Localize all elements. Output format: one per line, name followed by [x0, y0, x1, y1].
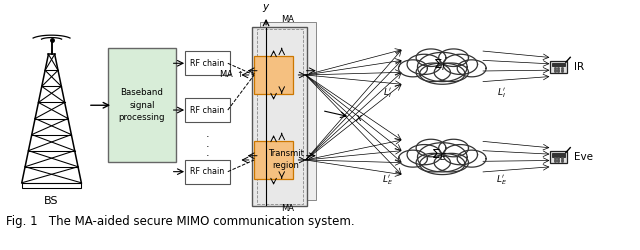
Polygon shape [416, 139, 446, 157]
Bar [254, 56, 293, 94]
Bar [550, 61, 567, 73]
Polygon shape [416, 63, 451, 82]
Text: RF chain: RF chain [190, 106, 225, 114]
Polygon shape [420, 63, 465, 84]
Text: MA: MA [281, 15, 294, 24]
Text: RF chain: RF chain [190, 59, 225, 68]
Polygon shape [438, 139, 468, 157]
Polygon shape [438, 49, 468, 66]
FancyBboxPatch shape [260, 22, 316, 201]
Polygon shape [417, 143, 467, 172]
FancyBboxPatch shape [184, 160, 230, 184]
Text: ·
·
·: · · · [206, 132, 209, 161]
Bar [550, 152, 567, 163]
Text: $x$: $x$ [355, 113, 364, 123]
Polygon shape [399, 150, 428, 167]
Polygon shape [444, 144, 477, 165]
Text: Fig. 1   The MA-aided secure MIMO communication system.: Fig. 1 The MA-aided secure MIMO communic… [6, 216, 355, 228]
Polygon shape [407, 144, 442, 165]
Text: $y$: $y$ [262, 2, 270, 14]
Text: $\Sigma_E$: $\Sigma_E$ [431, 148, 447, 163]
Text: $L_E^{\prime}$: $L_E^{\prime}$ [497, 174, 508, 188]
Text: $L_I^{\prime}$: $L_I^{\prime}$ [383, 87, 392, 100]
FancyBboxPatch shape [184, 98, 230, 122]
Polygon shape [457, 60, 486, 77]
Polygon shape [444, 54, 477, 74]
Bar [257, 28, 303, 204]
Polygon shape [420, 153, 465, 174]
Text: Baseband
signal
processing: Baseband signal processing [118, 88, 165, 122]
FancyBboxPatch shape [184, 51, 230, 75]
Bar [262, 137, 301, 174]
Text: Eve: Eve [574, 152, 593, 162]
Polygon shape [434, 153, 468, 172]
FancyBboxPatch shape [252, 27, 307, 206]
Polygon shape [434, 63, 468, 82]
Text: RF chain: RF chain [190, 167, 225, 176]
Polygon shape [457, 150, 486, 167]
Text: MA $\uparrow$: MA $\uparrow$ [219, 68, 243, 79]
Polygon shape [416, 153, 451, 172]
Polygon shape [416, 49, 446, 66]
Bar [552, 153, 564, 157]
Bar [22, 183, 81, 188]
Text: BS: BS [44, 196, 59, 206]
Polygon shape [417, 52, 467, 82]
Bar [552, 63, 564, 66]
Text: $L_E^{\prime}$: $L_E^{\prime}$ [382, 174, 393, 188]
Text: IR: IR [574, 62, 584, 72]
Bar [262, 52, 301, 89]
Polygon shape [399, 60, 428, 77]
Text: Transmit
region: Transmit region [268, 149, 303, 170]
Text: $L_I^{\prime}$: $L_I^{\prime}$ [497, 87, 507, 100]
Bar [254, 142, 293, 178]
FancyBboxPatch shape [108, 48, 176, 162]
Polygon shape [407, 54, 442, 74]
Text: MA: MA [281, 204, 294, 213]
Text: $\Sigma_I$: $\Sigma_I$ [433, 58, 445, 73]
